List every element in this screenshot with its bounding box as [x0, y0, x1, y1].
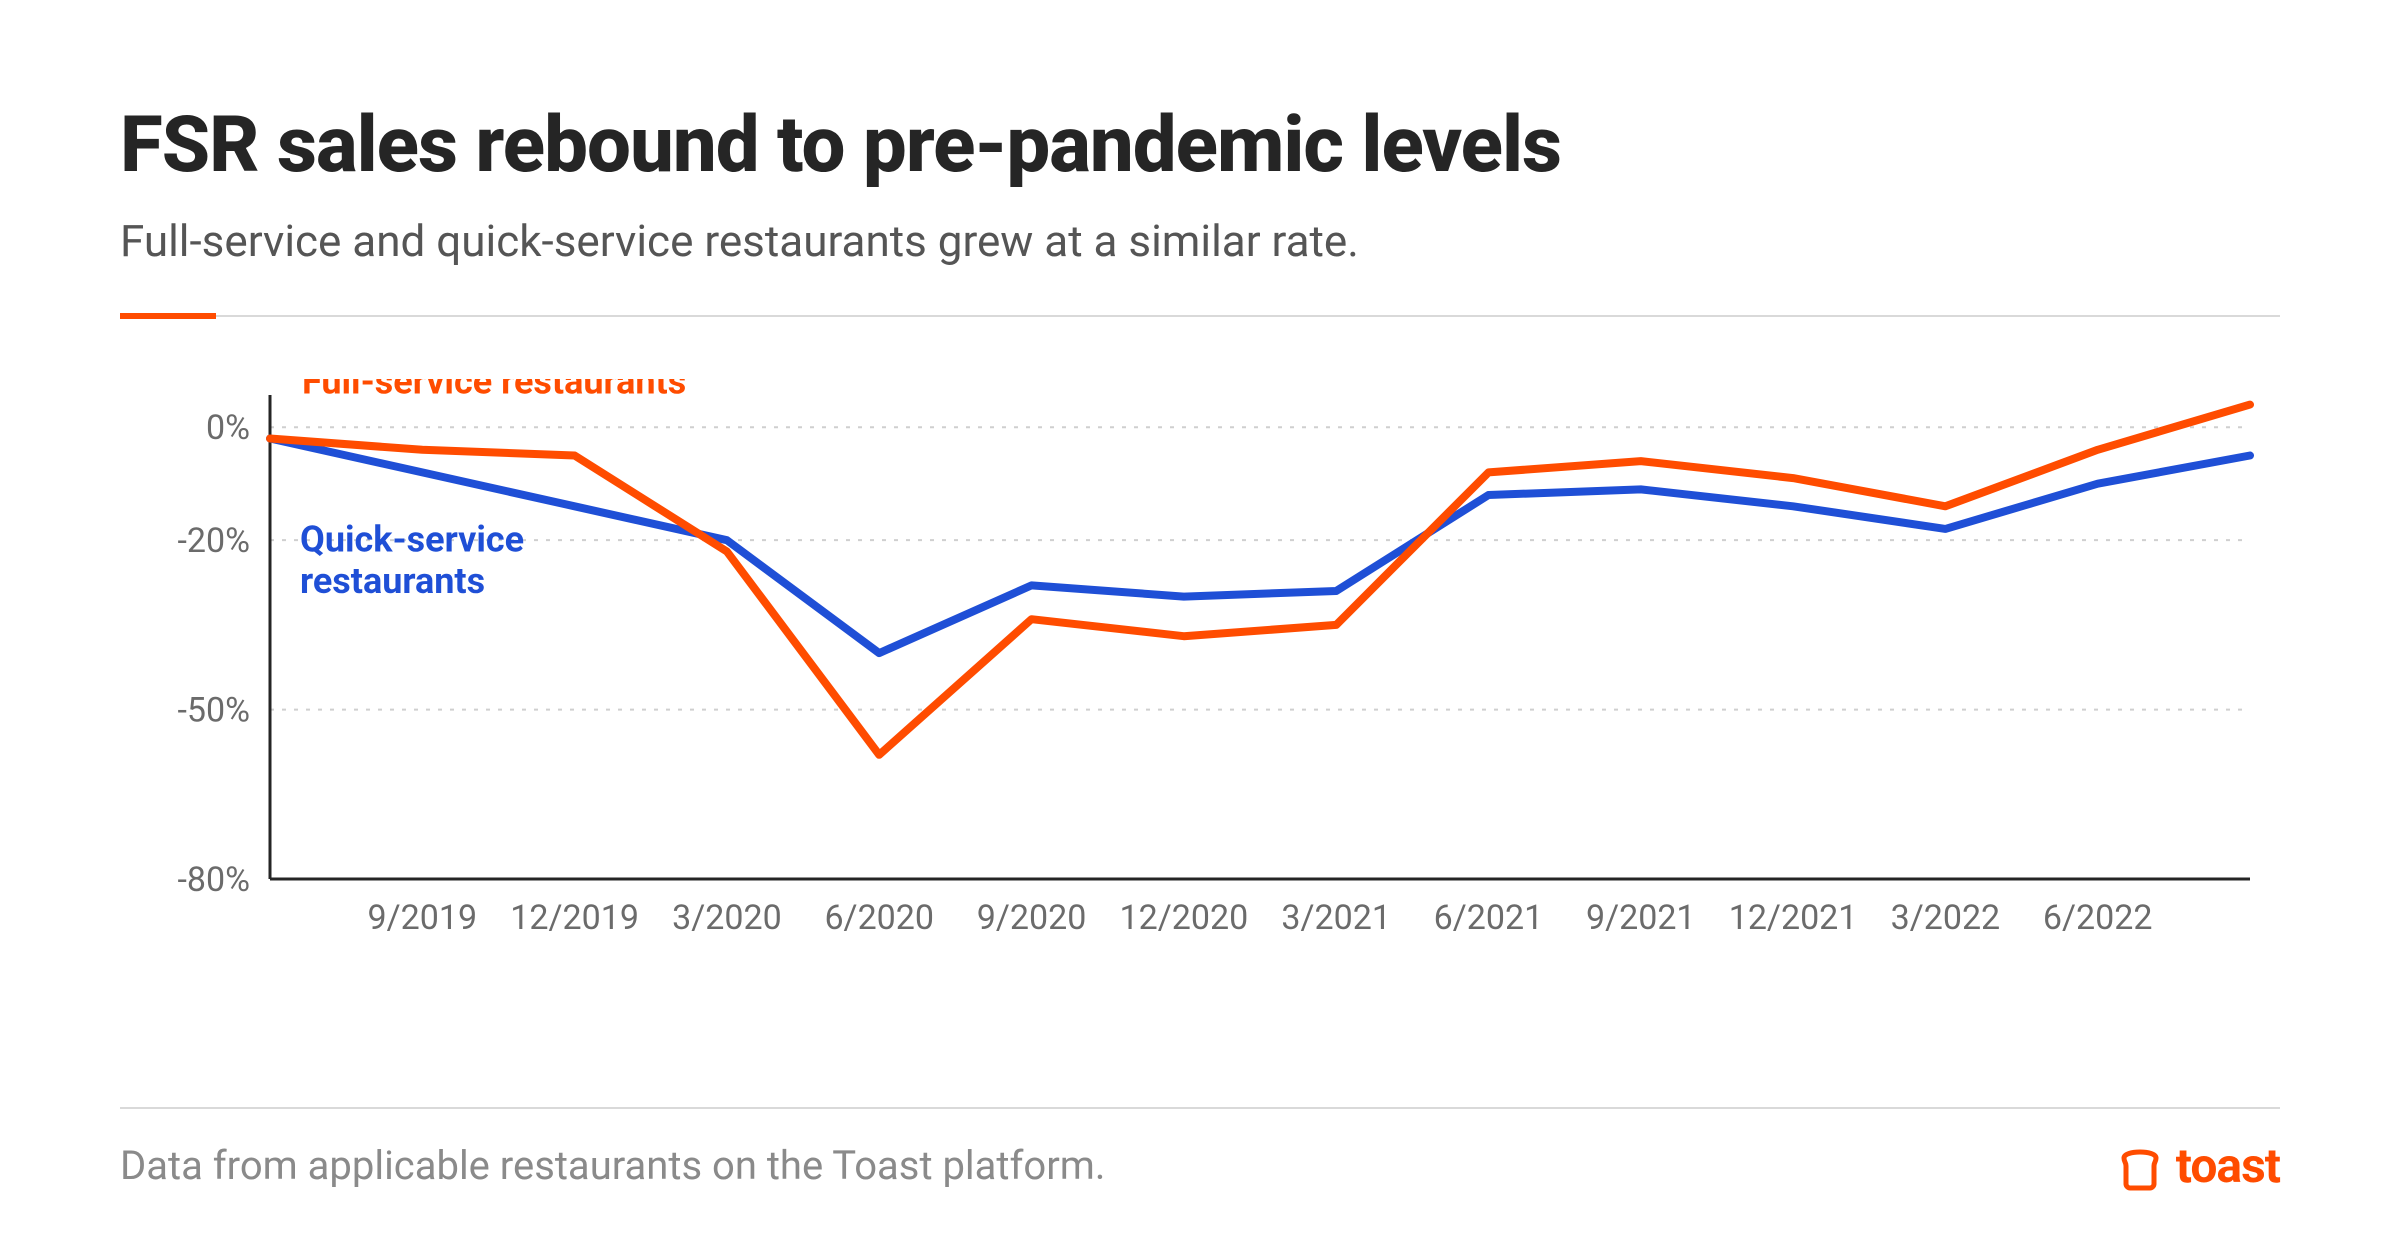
- svg-text:12/2019: 12/2019: [510, 898, 639, 938]
- svg-text:0%: 0%: [206, 408, 250, 448]
- svg-text:3/2021: 3/2021: [1281, 898, 1391, 938]
- divider: [120, 313, 2280, 319]
- line-chart: 0% -20% -50% -80% 9/2019 12/2019 3/2020 6/2020 9…: [120, 379, 2280, 999]
- svg-text:9/2019: 9/2019: [368, 898, 478, 938]
- svg-text:9/2021: 9/2021: [1586, 898, 1696, 938]
- footer-note: Data from applicable restaurants on the …: [120, 1142, 1105, 1189]
- brand-text: toast: [2176, 1137, 2280, 1194]
- svg-text:9/2020: 9/2020: [977, 898, 1087, 938]
- page-subtitle: Full-service and quick-service restauran…: [120, 215, 2280, 267]
- svg-text:6/2020: 6/2020: [824, 898, 934, 938]
- divider-accent: [120, 313, 216, 319]
- svg-text:12/2021: 12/2021: [1729, 898, 1858, 938]
- svg-text:Full-service restaurants: Full-service restaurants: [302, 379, 686, 402]
- svg-text:-80%: -80%: [177, 860, 250, 900]
- brand-logo: toast: [2114, 1137, 2280, 1194]
- svg-text:-50%: -50%: [177, 691, 250, 731]
- svg-text:3/2020: 3/2020: [672, 898, 782, 938]
- chart-svg: 0% -20% -50% -80% 9/2019 12/2019 3/2020 6/2020 9…: [120, 379, 2280, 999]
- svg-text:Quick-service: Quick-service: [300, 518, 524, 560]
- svg-text:6/2022: 6/2022: [2043, 898, 2153, 938]
- page-title: FSR sales rebound to pre-pandemic levels: [120, 100, 2280, 191]
- svg-text:restaurants: restaurants: [300, 560, 485, 602]
- toast-icon: [2114, 1140, 2166, 1192]
- svg-text:12/2020: 12/2020: [1120, 898, 1249, 938]
- footer-divider: [120, 1107, 2280, 1109]
- svg-text:6/2021: 6/2021: [1434, 898, 1544, 938]
- svg-text:3/2022: 3/2022: [1891, 898, 2001, 938]
- svg-text:-20%: -20%: [177, 521, 250, 561]
